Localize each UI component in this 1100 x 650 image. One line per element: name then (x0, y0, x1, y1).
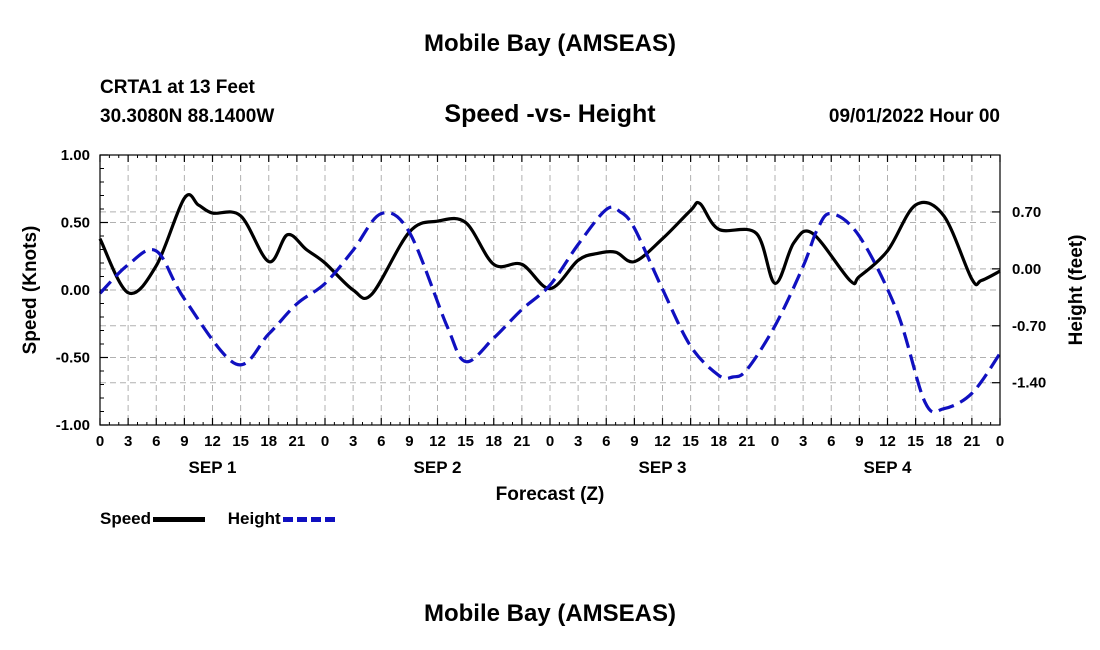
x-tick-label: 0 (996, 433, 1004, 450)
x-tick-label: 15 (907, 433, 924, 450)
x-tick-label: 12 (429, 433, 446, 450)
x-tick-label: 12 (879, 433, 896, 450)
x-tick-label: 9 (405, 433, 413, 450)
x-tick-label: 9 (855, 433, 863, 450)
x-tick-label: 9 (630, 433, 638, 450)
chart-title: Speed -vs- Height (444, 100, 656, 128)
day-label: SEP 2 (414, 458, 462, 477)
forecast-datetime: 09/01/2022 Hour 00 (828, 106, 1000, 127)
x-tick-label: 21 (739, 433, 756, 450)
legend-speed: Speed (100, 509, 206, 529)
x-tick-label: 0 (546, 433, 554, 450)
x-tick-label: 18 (485, 433, 502, 450)
x-tick-label: 3 (349, 433, 357, 450)
x-axis-label: Forecast (Z) (496, 484, 605, 505)
legend-height: Height (228, 509, 335, 529)
y-tick-label: -1.00 (56, 417, 90, 434)
x-tick-label: 12 (204, 433, 221, 450)
x-tick-label: 21 (289, 433, 306, 450)
y2-tick-label: -0.70 (1012, 318, 1046, 335)
day-label: SEP 4 (864, 458, 912, 477)
day-label: SEP 1 (189, 458, 237, 477)
legend-height-swatch (282, 517, 335, 523)
next-panel-title: Mobile Bay (AMSEAS) (423, 600, 677, 627)
x-tick-label: 18 (260, 433, 277, 450)
day-label: SEP 3 (639, 458, 687, 477)
y2-tick-label: 0.00 (1012, 261, 1041, 278)
plot-frame (99, 154, 1001, 426)
series-lines (98, 193, 1002, 414)
y-tick-label: 0.00 (61, 282, 90, 299)
x-tick-label: 6 (377, 433, 385, 450)
legend: Speed Height (100, 509, 353, 529)
y2-tick-label: -1.40 (1012, 375, 1046, 392)
x-tick-label: 0 (771, 433, 779, 450)
y-axis-label: Speed (Knots) (20, 226, 41, 355)
legend-speed-label: Speed (100, 509, 152, 528)
x-tick-label: 21 (514, 433, 531, 450)
y2-axis-label: Height (feet) (1066, 235, 1087, 346)
x-tick-label: 3 (124, 433, 132, 450)
y2-tick-label: 0.70 (1012, 204, 1041, 221)
x-tick-label: 12 (654, 433, 671, 450)
x-tick-label: 6 (602, 433, 610, 450)
x-tick-label: 9 (180, 433, 188, 450)
legend-height-label: Height (227, 509, 281, 528)
x-tick-label: 3 (799, 433, 807, 450)
speed-series-line (98, 193, 1001, 300)
y-tick-label: 0.50 (61, 215, 90, 232)
x-tick-label: 15 (682, 433, 699, 450)
x-tick-label: 3 (574, 433, 582, 450)
x-tick-label: 21 (964, 433, 981, 450)
x-tick-label: 15 (457, 433, 474, 450)
station-label: CRTA1 at 13 Feet (100, 77, 255, 98)
axis-tick-labels: 0 3 6 9 12 15 18 21 0 3 6 9 12 15 18 21 0 3 6 9 12 15 18 21 0 3 6 9… (56, 147, 1046, 477)
speed-height-chart: 0 3 6 9 12 15 18 21 0 3 6 9 12 15 18 21 0 3 6 9 12 15 18 21 0 3 6 9… (20, 147, 1087, 505)
x-tick-label: 6 (152, 433, 160, 450)
x-tick-label: 18 (710, 433, 727, 450)
x-tick-label: 0 (321, 433, 329, 450)
x-tick-label: 6 (827, 433, 835, 450)
grid (100, 155, 1000, 425)
coordinates-label: 30.3080N 88.1400W (100, 106, 275, 127)
page-title: Mobile Bay (AMSEAS) (423, 30, 677, 57)
legend-speed-swatch (153, 517, 206, 523)
x-tick-label: 15 (232, 433, 249, 450)
x-tick-label: 18 (935, 433, 952, 450)
height-series-line (98, 205, 1002, 414)
x-tick-label: 0 (96, 433, 104, 450)
y-tick-label: 1.00 (61, 147, 90, 164)
y-tick-label: -0.50 (56, 350, 90, 367)
